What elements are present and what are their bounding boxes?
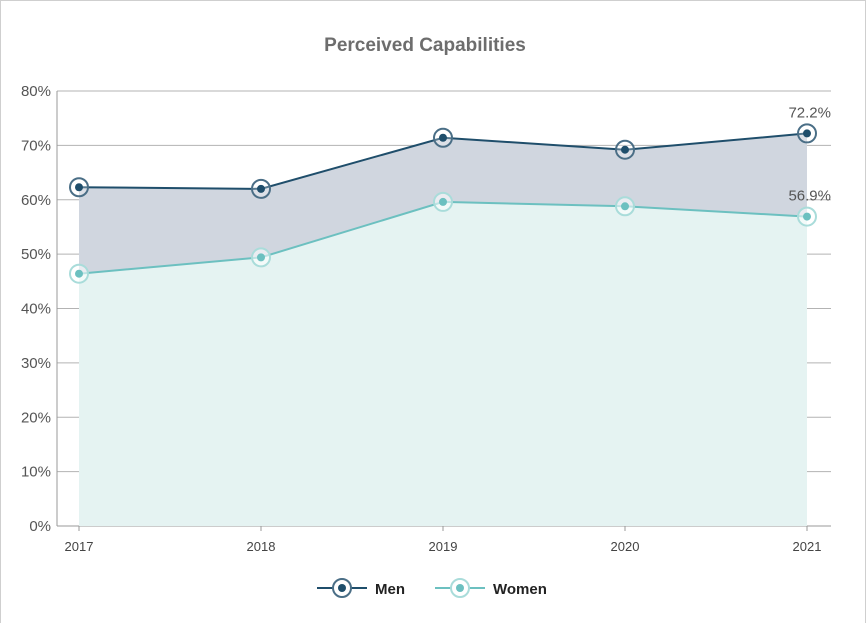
x-axis: 2017 2018 2019 2020 2021 — [65, 526, 822, 554]
point-men — [433, 127, 453, 148]
point-men — [251, 178, 271, 199]
chart-title: Perceived Capabilities — [324, 35, 526, 56]
y-tick-label: 10% — [21, 464, 51, 481]
x-tick-label: 2021 — [793, 539, 822, 554]
y-tick-label: 50% — [21, 246, 51, 263]
point-women — [251, 247, 271, 268]
data-labels: 72.2% 56.9% — [788, 104, 831, 204]
y-tick-label: 30% — [21, 355, 51, 372]
area-fills — [79, 133, 807, 527]
legend-label: Men — [375, 581, 405, 598]
x-tick-label: 2019 — [429, 539, 458, 554]
y-tick-label: 80% — [21, 83, 51, 100]
point-women — [433, 191, 453, 212]
y-axis: 0% 10% 20% 30% 40% 50% 60% 70% 80% — [21, 83, 58, 535]
x-tick-label: 2017 — [65, 539, 94, 554]
x-tick-label: 2020 — [611, 539, 640, 554]
legend-label: Women — [493, 581, 547, 598]
y-tick-label: 70% — [21, 137, 51, 154]
point-men — [615, 139, 635, 160]
y-tick-label: 0% — [29, 518, 51, 535]
point-men — [69, 177, 89, 198]
data-label-men: 72.2% — [788, 104, 831, 121]
legend: Men Women — [317, 578, 547, 598]
y-tick-label: 20% — [21, 409, 51, 426]
point-women — [615, 196, 635, 217]
area-women — [79, 201, 807, 527]
data-label-women: 56.9% — [788, 188, 831, 205]
y-tick-label: 40% — [21, 301, 51, 318]
y-tick-label: 60% — [21, 192, 51, 209]
point-men — [797, 123, 817, 144]
x-tick-label: 2018 — [247, 539, 276, 554]
point-women — [797, 206, 817, 227]
series-points — [69, 123, 817, 284]
legend-item-men: Men — [317, 578, 405, 598]
legend-item-women: Women — [435, 578, 547, 598]
point-women — [69, 263, 89, 284]
